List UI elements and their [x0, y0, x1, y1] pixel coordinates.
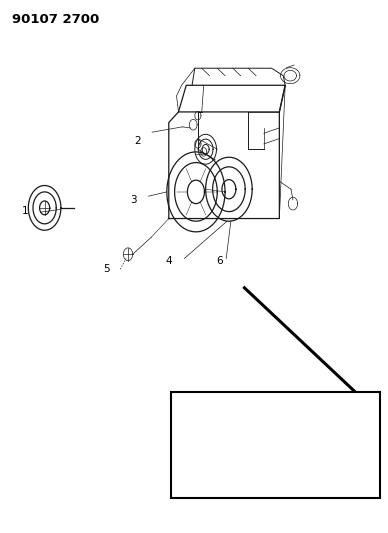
Text: 4: 4 [165, 256, 172, 266]
Text: 3: 3 [130, 195, 137, 205]
Text: 11: 11 [263, 473, 276, 483]
Text: 2: 2 [134, 136, 141, 146]
Text: 5: 5 [103, 264, 110, 274]
Text: 10: 10 [292, 465, 305, 475]
Text: 11: 11 [354, 449, 367, 459]
Text: 6: 6 [216, 256, 223, 266]
Bar [171, 392, 380, 498]
Text: 90107 2700: 90107 2700 [12, 13, 99, 26]
Text: 7: 7 [192, 464, 199, 474]
Text: 8: 8 [208, 449, 215, 459]
Text: 1: 1 [22, 206, 29, 215]
Text: 9: 9 [237, 401, 244, 411]
